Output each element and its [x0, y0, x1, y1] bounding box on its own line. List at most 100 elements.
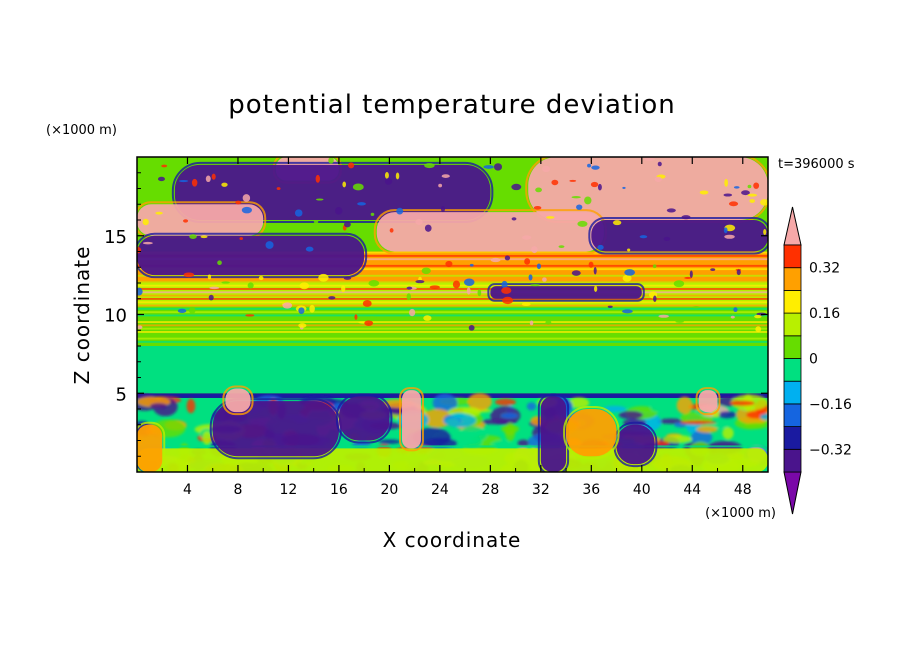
speck: [590, 181, 599, 188]
speck: [529, 320, 534, 326]
speck: [511, 217, 517, 221]
speck: [587, 163, 592, 168]
speck: [211, 173, 216, 180]
speck: [161, 164, 168, 168]
colorbar-tick-label: −0.32: [809, 442, 852, 458]
speck: [502, 296, 514, 305]
stripe-6: [137, 321, 768, 324]
speck: [209, 286, 220, 290]
blob: [443, 413, 477, 428]
region-4: [540, 396, 567, 472]
blob: [504, 422, 516, 442]
stripe-15: [137, 291, 768, 294]
stripe-16: [137, 288, 768, 290]
x-tick-label: 24: [431, 482, 449, 498]
speck: [477, 289, 482, 297]
stripe-9: [137, 311, 768, 314]
speck: [533, 205, 542, 210]
speck: [530, 284, 541, 287]
y-tick-label: 15: [104, 227, 127, 248]
speck: [421, 267, 431, 275]
blob: [494, 398, 516, 406]
colorbar-box: [783, 403, 802, 427]
speck: [569, 179, 577, 182]
stripe-13: [137, 297, 768, 300]
speck: [305, 246, 314, 252]
speck: [469, 263, 474, 267]
speck: [546, 216, 555, 219]
blob: [432, 393, 458, 413]
speck: [265, 241, 274, 249]
x-tick-label: 44: [683, 482, 701, 498]
speck: [141, 184, 149, 192]
region-1: [212, 401, 339, 457]
speck: [597, 183, 602, 191]
speck: [242, 194, 251, 202]
speck: [137, 325, 143, 330]
speck: [535, 187, 542, 193]
speck: [723, 227, 728, 234]
blob: [760, 413, 768, 420]
speck: [723, 193, 733, 197]
speck: [521, 235, 532, 240]
stripe-5: [137, 324, 768, 327]
speck: [191, 178, 198, 187]
blob: [717, 411, 737, 419]
colorbar-box: [783, 448, 802, 473]
speck: [490, 257, 501, 263]
speck: [366, 316, 377, 321]
region-7: [137, 424, 163, 472]
speck: [294, 209, 303, 217]
blob: [729, 400, 755, 406]
x-tick-label: 48: [734, 482, 752, 498]
blob: [500, 412, 519, 419]
speck: [343, 276, 352, 280]
stripe-11: [137, 304, 768, 307]
speck: [188, 306, 196, 314]
speck: [483, 165, 494, 169]
speck: [588, 261, 594, 268]
speck: [760, 199, 768, 206]
speck: [728, 201, 739, 207]
speck: [654, 176, 663, 183]
speck: [217, 260, 222, 266]
blob: [568, 397, 590, 409]
speck: [415, 218, 423, 225]
speck: [241, 206, 252, 214]
speck: [521, 302, 531, 307]
speck: [710, 268, 716, 271]
speck: [389, 228, 394, 233]
stripe-2: [137, 334, 768, 337]
colorbar-box: [783, 267, 802, 291]
y-axis: 5 10 15: [104, 172, 768, 457]
speck: [362, 299, 372, 307]
colorbar-tick-label: −0.16: [809, 397, 852, 413]
speck: [763, 229, 767, 235]
speck: [622, 186, 626, 189]
region-16: [591, 220, 768, 252]
speck: [528, 274, 533, 281]
speck: [313, 220, 319, 224]
region-outline-5: [613, 421, 658, 468]
stripe-17: [137, 284, 768, 287]
speck: [343, 221, 351, 228]
speck: [299, 282, 310, 290]
y-unit-label: (×1000 m): [46, 123, 117, 138]
speck: [298, 307, 305, 315]
speck: [753, 182, 760, 189]
speck: [208, 294, 214, 301]
stripe-0: [137, 340, 768, 343]
blob: [711, 409, 720, 418]
colorbar-under-triangle: [783, 471, 802, 515]
speck: [438, 183, 443, 188]
speck: [513, 161, 521, 165]
x-tick-label: 8: [233, 482, 242, 498]
stripe-26: [137, 254, 768, 257]
speck: [282, 302, 293, 309]
blob: [378, 439, 401, 444]
speck: [415, 279, 425, 284]
speck: [395, 172, 400, 180]
speck: [536, 263, 541, 270]
speck: [612, 220, 622, 226]
